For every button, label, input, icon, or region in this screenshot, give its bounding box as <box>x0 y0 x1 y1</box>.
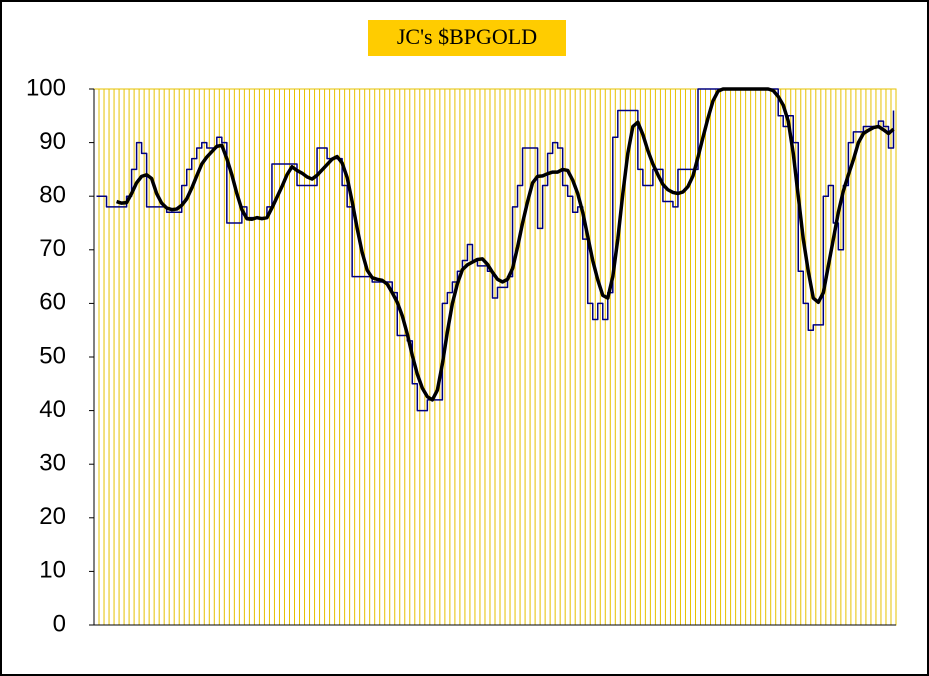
y-tick-label: 80 <box>39 182 66 209</box>
y-tick-label: 90 <box>39 128 66 155</box>
y-tick-label: 100 <box>26 74 66 101</box>
y-tick-label: 10 <box>39 557 66 584</box>
y-tick-label: 30 <box>39 450 66 477</box>
chart-title: JC's $BPGOLD <box>397 24 537 49</box>
series-line <box>116 87 895 402</box>
y-tick-label: 20 <box>39 503 66 530</box>
y-tick-label: 40 <box>39 396 66 423</box>
y-tick-label: 50 <box>39 342 66 369</box>
title-box <box>368 20 566 56</box>
series-line <box>96 88 895 412</box>
y-tick-label: 0 <box>53 610 66 637</box>
y-tick-label: 70 <box>39 235 66 262</box>
y-tick-label: 60 <box>39 289 66 316</box>
